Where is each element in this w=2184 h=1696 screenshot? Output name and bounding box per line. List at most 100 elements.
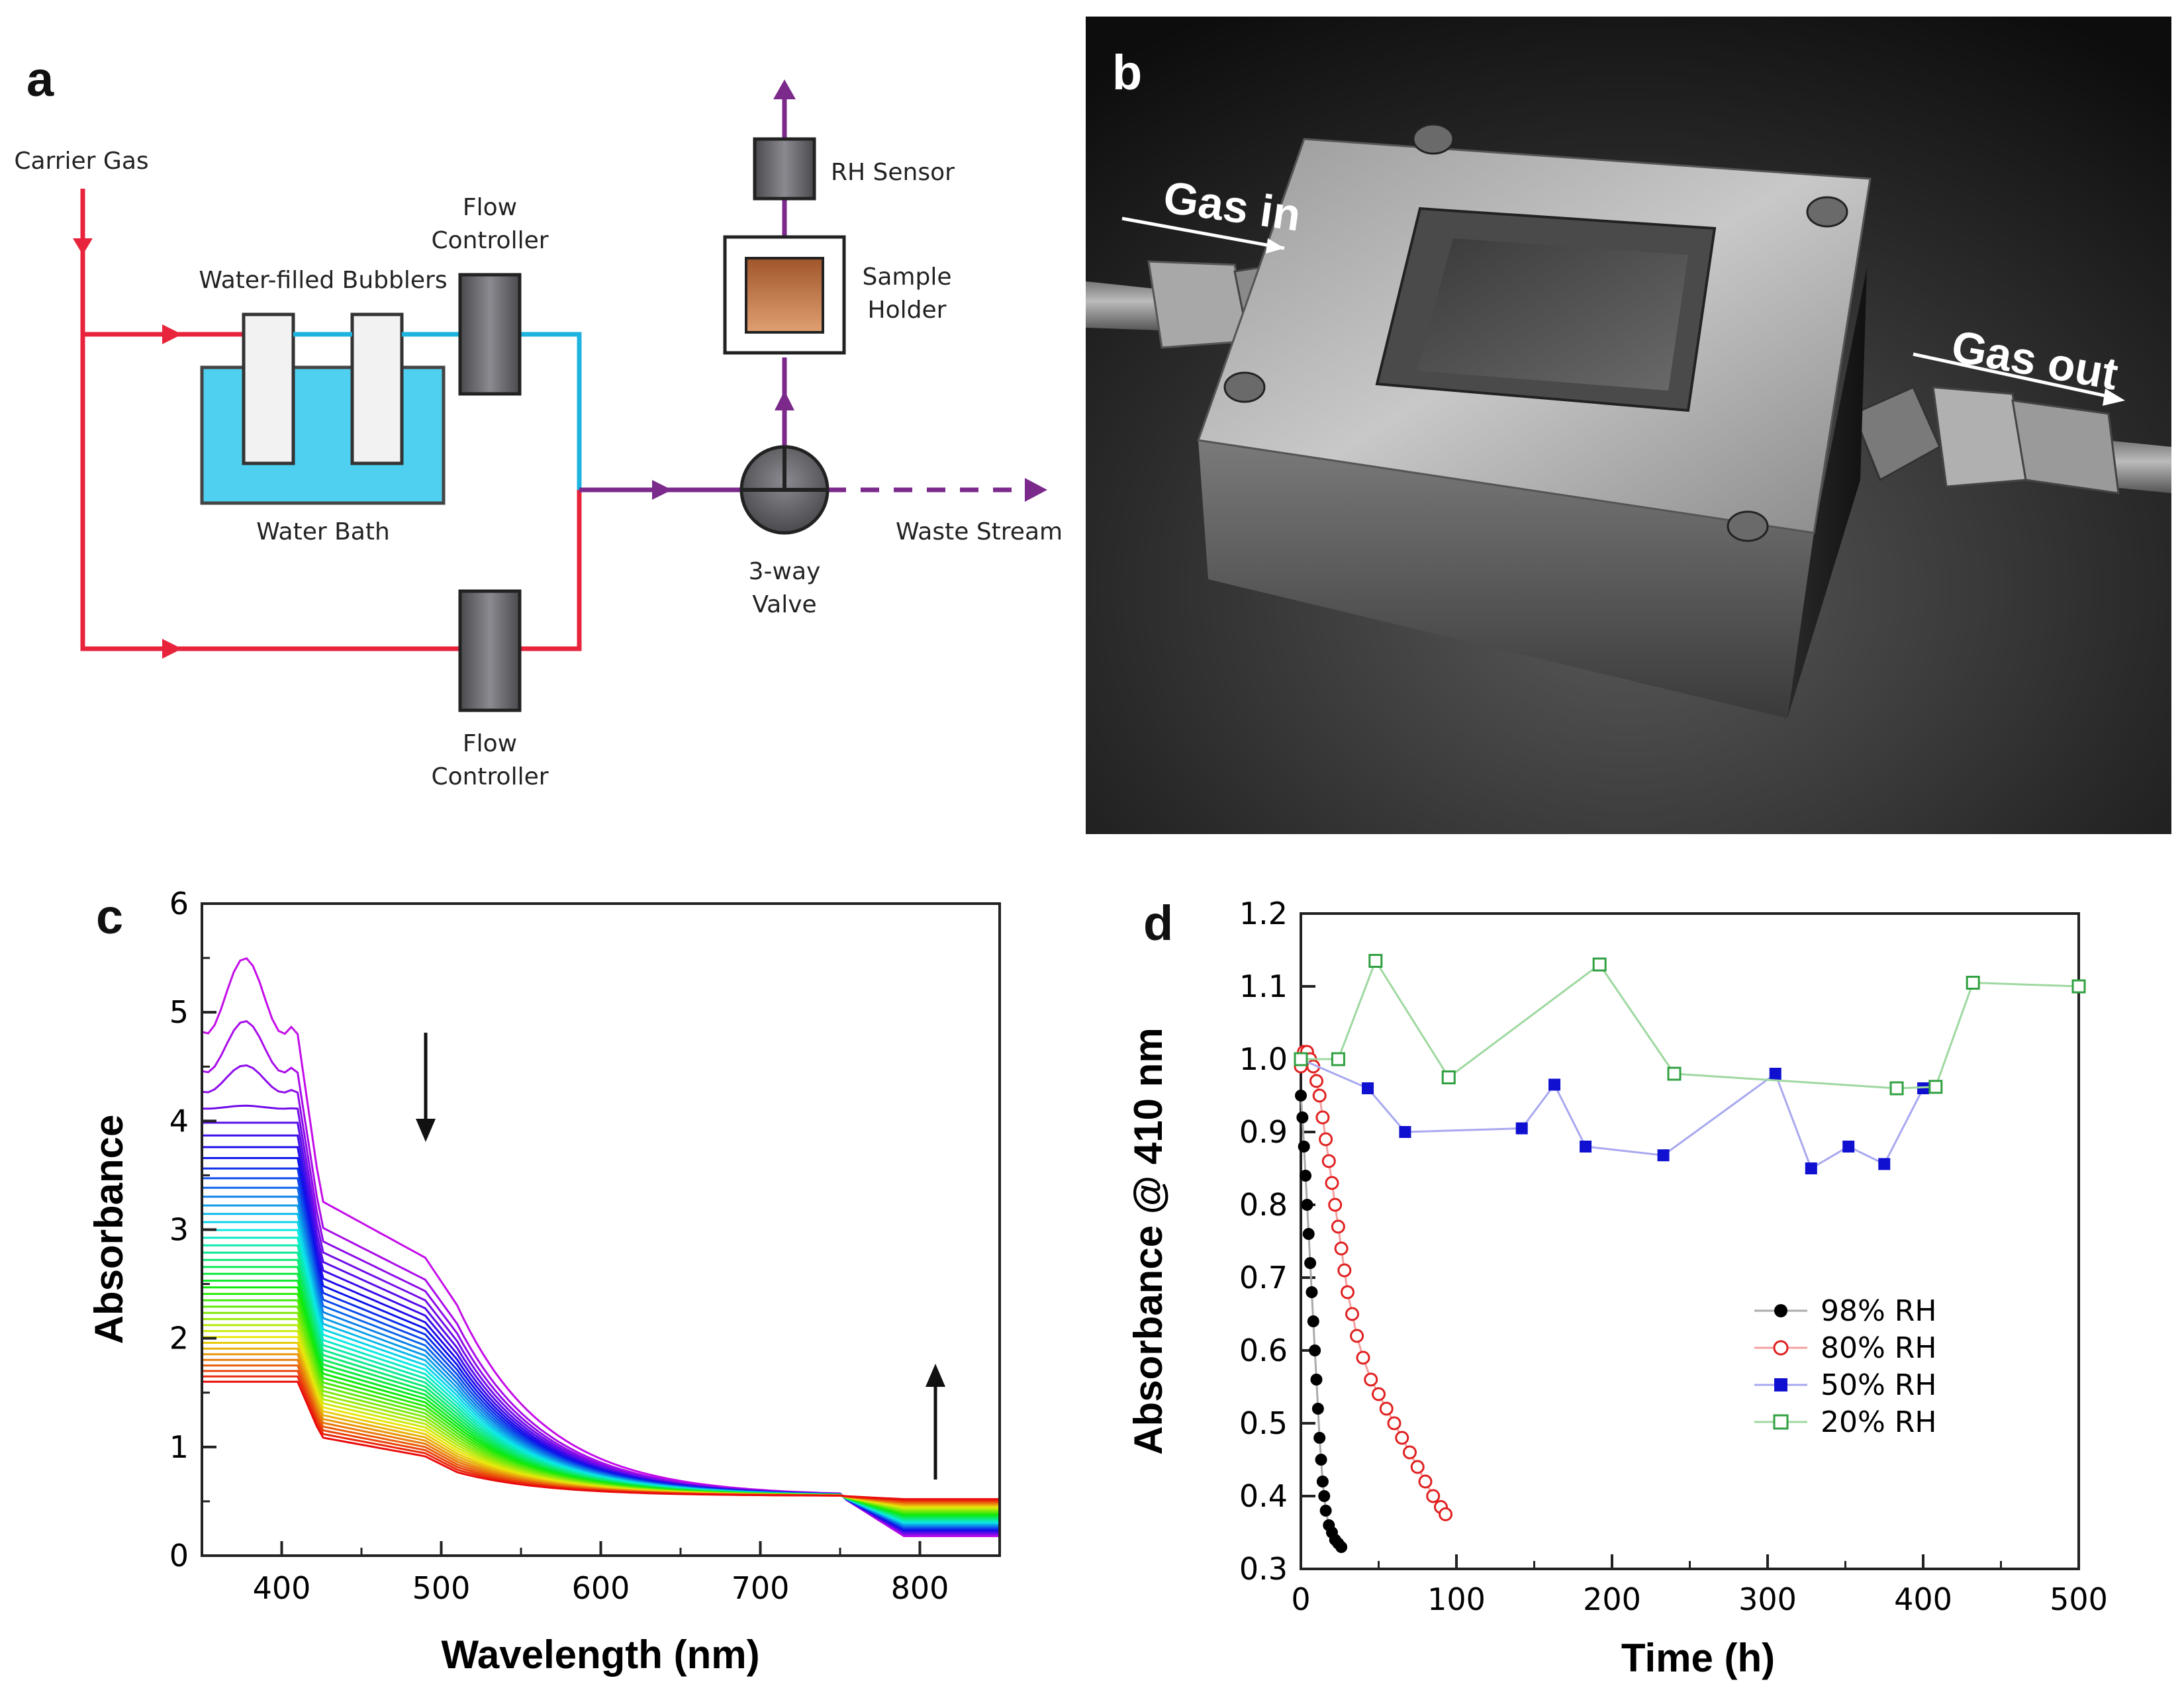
panel-b-letter: b (1112, 45, 1142, 100)
red-arrowheads (73, 238, 182, 659)
increase-arrow (926, 1364, 945, 1480)
y-tick-label: 6 (169, 886, 189, 921)
y-tick-label: 1.2 (1239, 896, 1288, 931)
up-arrow-icon (775, 391, 794, 410)
series-line (1301, 959, 2079, 1090)
sample-holder-label: Holder (868, 297, 947, 324)
y-tick-label: 0.6 (1239, 1333, 1288, 1368)
sample (745, 257, 824, 334)
data-point (1319, 1132, 1333, 1147)
x-tick-label: 500 (2050, 1581, 2108, 1617)
valve-label: 3-way (749, 558, 821, 585)
bubbler-2 (350, 312, 404, 465)
data-point (1302, 1228, 1315, 1240)
water-bath-label: Water Bath (256, 518, 390, 545)
series-group (1294, 954, 2086, 1553)
data-point (1309, 1074, 1323, 1088)
data-point (1304, 1257, 1317, 1269)
humid-gas-lines (293, 332, 582, 490)
data-point (1312, 1088, 1327, 1103)
data-point (1313, 1432, 1326, 1444)
data-point (1307, 1315, 1319, 1327)
spectrum-line (202, 1380, 1000, 1501)
up-arrow-icon (773, 79, 796, 99)
sample-holder-label: Sample (863, 263, 952, 291)
series-20-rh (1294, 954, 2086, 1096)
right-arrow-icon (162, 639, 182, 659)
y-axis-label: Absorbance @ 410 nm (1126, 1027, 1170, 1454)
data-point (1580, 1141, 1592, 1153)
outlet-tube (2105, 440, 2171, 493)
data-point (1842, 1141, 1855, 1153)
flow-arrows (1121, 216, 2113, 399)
x-tick-label: 200 (1583, 1581, 1641, 1617)
y-tick-label: 3 (169, 1212, 189, 1248)
right-arrow-icon (652, 480, 672, 500)
data-point (1515, 1122, 1528, 1135)
up-arrow-icon (926, 1364, 945, 1387)
panel-c-letter: c (96, 889, 123, 944)
data-point (1667, 1066, 1682, 1081)
data-point (1387, 1416, 1401, 1431)
data-point (1296, 1111, 1309, 1123)
series-80-rh (1294, 1045, 1453, 1521)
decrease-arrow (416, 1033, 436, 1142)
arrow-icon (1121, 216, 1285, 250)
data-point (1309, 1344, 1321, 1356)
data-point (1311, 1403, 1324, 1415)
data-point (1295, 1090, 1307, 1102)
y-tick-label: 5 (169, 994, 189, 1030)
right-arrow-icon (1025, 478, 1047, 502)
data-point (1318, 1490, 1331, 1502)
x-tick-label: 700 (732, 1570, 790, 1606)
rh-sensor (753, 137, 816, 201)
legend-marker (1773, 1340, 1789, 1356)
y-tick-label: 0.4 (1239, 1478, 1288, 1514)
spectra-group (201, 957, 1000, 1537)
panel-a-letter: a (26, 52, 54, 107)
carrier-gas-label: Carrier Gas (14, 148, 148, 175)
y-tick-label: 0.5 (1239, 1405, 1288, 1441)
purple-arrowheads (652, 79, 1047, 502)
x-tick-label: 300 (1738, 1581, 1797, 1617)
data-point (1364, 1372, 1378, 1387)
data-point (1356, 1350, 1370, 1365)
legend-label: 98% RH (1821, 1294, 1936, 1328)
y-tick-label: 1.0 (1239, 1041, 1288, 1077)
arrow-icon (1913, 352, 2113, 399)
panel-b-photo: Gas in Gas out b (1086, 17, 2171, 834)
down-arrow-icon (73, 238, 93, 255)
data-point (1331, 1052, 1345, 1066)
x-tick-label: 400 (1894, 1581, 1952, 1617)
x-tick-label: 0 (1291, 1581, 1310, 1617)
down-arrow-icon (416, 1119, 436, 1142)
x-axis-label: Wavelength (nm) (441, 1632, 759, 1677)
data-point (1298, 1141, 1310, 1153)
data-point (1372, 1387, 1386, 1401)
data-point (1395, 1431, 1409, 1445)
y-axis-label: Absorbance (87, 1115, 131, 1344)
data-point (1316, 1476, 1329, 1487)
data-point (1379, 1401, 1394, 1416)
y-tick-label: 4 (169, 1103, 189, 1139)
legend-marker (1774, 1304, 1787, 1317)
axis-ticks: 0 100 200 300 400 500 0.3 0.4 0.5 0.6 0.7 0.8 0.9 1.0… (1239, 896, 2108, 1617)
y-tick-label: 1.1 (1239, 968, 1288, 1004)
data-point (1362, 1082, 1374, 1094)
data-point (1418, 1474, 1433, 1489)
data-point (1548, 1078, 1561, 1091)
valve-label: Valve (752, 591, 816, 618)
data-point (1657, 1149, 1670, 1162)
series-line (1300, 1058, 1924, 1170)
legend-marker (1774, 1378, 1787, 1391)
data-point (1294, 1052, 1308, 1066)
y-tick-label: 0.8 (1239, 1187, 1288, 1223)
data-point (1928, 1080, 1943, 1094)
data-point (1592, 957, 1607, 972)
y-tick-label: 1 (169, 1429, 189, 1465)
panel-c-chart: c 400 500 600 700 800 0 1 2 3 4 5 6 Wavelength (nm)… (87, 886, 1001, 1677)
panel-d-letter: d (1143, 896, 1173, 951)
data-point (1337, 1263, 1352, 1278)
data-point (1300, 1170, 1312, 1182)
